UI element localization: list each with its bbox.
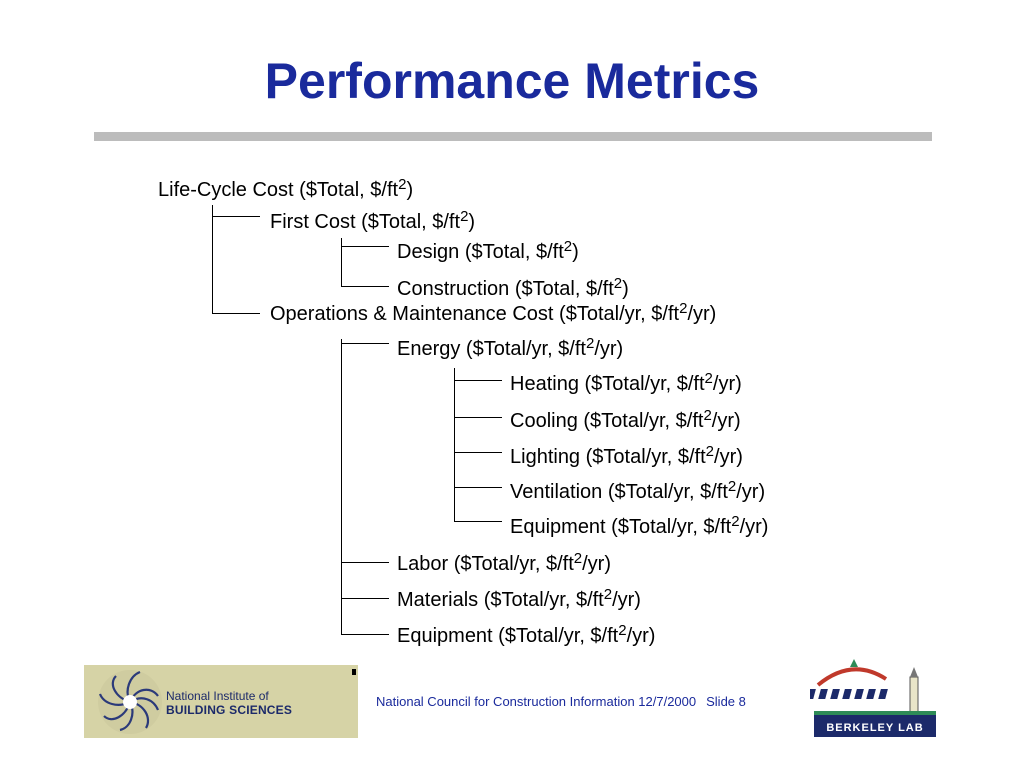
node-heating: Heating ($Total/yr, $/ft2/yr) — [510, 370, 742, 395]
footer-event: National Council for Construction Inform… — [376, 694, 697, 709]
tree-connector — [454, 452, 502, 453]
node-energy: Energy ($Total/yr, $/ft2/yr) — [397, 335, 624, 360]
tree-connector — [454, 521, 502, 522]
tree-connector — [341, 246, 389, 247]
slide-number: Slide 8 — [706, 694, 746, 709]
tree-connector — [341, 598, 389, 599]
tree-connector — [341, 238, 342, 286]
node-first-cost: First Cost ($Total, $/ft2) — [270, 208, 476, 233]
tree-connector — [341, 343, 389, 344]
slide-title: Performance Metrics — [264, 53, 760, 109]
tree-connector — [341, 562, 389, 563]
tree-connector — [212, 216, 260, 217]
tree-connector — [212, 205, 213, 313]
node-equipment-energy: Equipment ($Total/yr, $/ft2/yr) — [510, 513, 769, 538]
node-operations-maintenance: Operations & Maintenance Cost ($Total/yr… — [270, 300, 717, 325]
node-ventilation: Ventilation ($Total/yr, $/ft2/yr) — [510, 478, 766, 503]
slide-footer: National Council for Construction Inform… — [376, 694, 746, 709]
nibs-line2: BUILDING SCIENCES — [166, 703, 293, 717]
node-cooling: Cooling ($Total/yr, $/ft2/yr) — [510, 407, 741, 432]
tree-connector — [454, 380, 502, 381]
nibs-line1: National Institute of — [166, 689, 269, 703]
node-equipment-om: Equipment ($Total/yr, $/ft2/yr) — [397, 622, 656, 647]
tree-connector — [341, 286, 389, 287]
svg-text:BERKELEY LAB: BERKELEY LAB — [826, 722, 923, 734]
node-design: Design ($Total, $/ft2) — [397, 238, 579, 263]
decorative-mark — [352, 669, 356, 675]
node-life-cycle-cost: Life-Cycle Cost ($Total, $/ft2) — [158, 176, 414, 201]
node-construction: Construction ($Total, $/ft2) — [397, 275, 629, 300]
node-labor: Labor ($Total/yr, $/ft2/yr) — [397, 550, 611, 575]
tree-connector — [341, 634, 389, 635]
tree-connector — [454, 417, 502, 418]
title-divider — [94, 132, 932, 141]
nibs-logo-panel: National Institute of BUILDING SCIENCES — [84, 665, 358, 738]
tree-connector — [341, 339, 342, 634]
tree-connector — [454, 487, 502, 488]
node-lighting: Lighting ($Total/yr, $/ft2/yr) — [510, 443, 743, 468]
node-materials: Materials ($Total/yr, $/ft2/yr) — [397, 586, 641, 611]
tree-connector — [454, 368, 455, 521]
tree-connector — [212, 313, 260, 314]
berkeley-lab-logo-icon: BERKELEY LAB — [810, 659, 936, 737]
swirl-logo-icon — [98, 670, 162, 734]
nibs-wordmark: National Institute of BUILDING SCIENCES — [166, 689, 292, 717]
